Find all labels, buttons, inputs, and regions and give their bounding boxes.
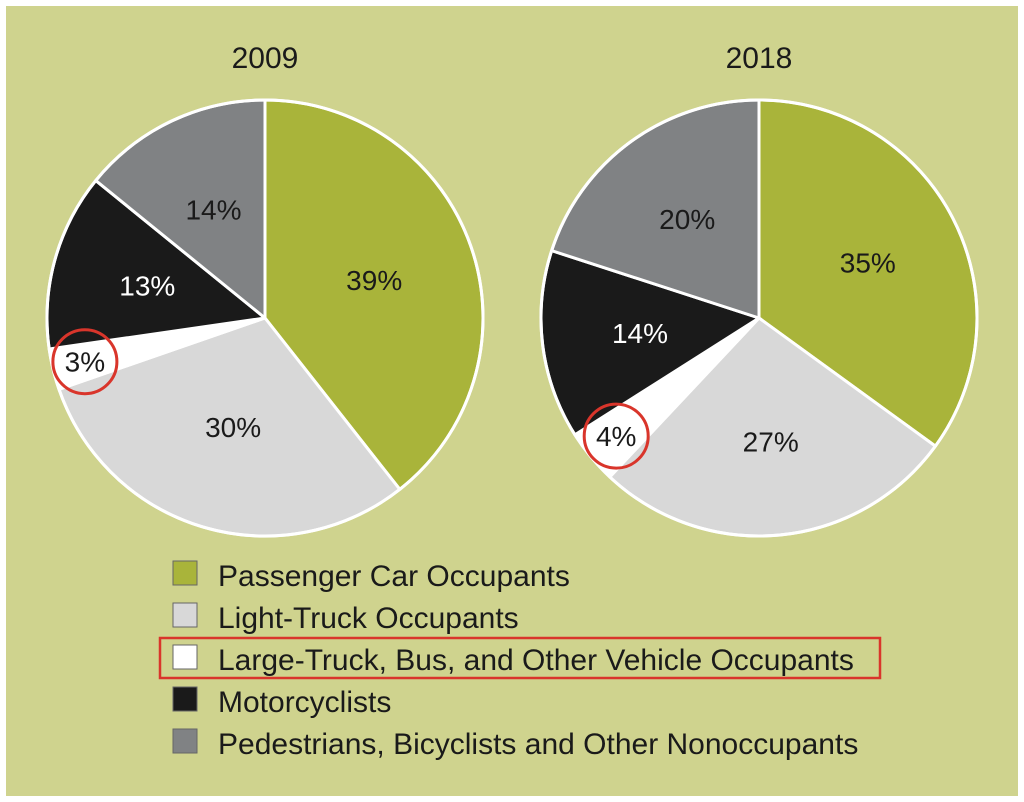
legend-label-motorcyclists: Motorcyclists <box>218 686 391 719</box>
pie-label-2018-passenger-car: 35% <box>840 248 896 279</box>
pie-label-2009-pedestrians-bicyclists: 14% <box>185 195 241 226</box>
pie-label-2018-pedestrians-bicyclists: 20% <box>659 204 715 235</box>
legend-item-motorcyclists: Motorcyclists <box>172 686 391 719</box>
pie-label-2018-large-truck-bus-other: 4% <box>596 421 636 452</box>
pie-title-2009: 2009 <box>232 42 299 75</box>
legend-label-light-truck: Light-Truck Occupants <box>218 602 519 635</box>
legend-item-passenger-car: Passenger Car Occupants <box>172 560 570 593</box>
pie-label-2018-motorcyclists: 14% <box>612 318 668 349</box>
pie-rim-2009 <box>45 98 485 538</box>
legend-swatch-passenger-car <box>172 560 198 586</box>
pie-title-2018: 2018 <box>726 42 793 75</box>
legend-highlight-box <box>158 636 882 680</box>
pie-rim-2018 <box>539 98 979 538</box>
legend-swatch-motorcyclists <box>172 686 198 712</box>
highlight-ring-2018 <box>582 402 650 470</box>
pie-label-2009-large-truck-bus-other: 3% <box>65 347 105 378</box>
highlight-ring-2009 <box>51 328 119 396</box>
pie-label-2018-light-truck: 27% <box>743 427 799 458</box>
legend-item-light-truck: Light-Truck Occupants <box>172 602 519 635</box>
legend-label-large-truck-bus-other: Large-Truck, Bus, and Other Vehicle Occu… <box>218 644 854 677</box>
pie-label-2009-light-truck: 30% <box>205 412 261 443</box>
pie-label-2009-passenger-car: 39% <box>346 265 402 296</box>
legend-item-pedestrians-bicyclists: Pedestrians, Bicyclists and Other Nonocc… <box>172 728 858 761</box>
pie-chart-2018: 35% 27% 4% 14% 20% <box>539 98 979 538</box>
legend-label-passenger-car: Passenger Car Occupants <box>218 560 570 593</box>
pie-chart-2009: 39% 30% 3% 13% 14% <box>45 98 485 538</box>
legend-swatch-large-truck-bus-other <box>172 644 198 670</box>
legend-swatch-pedestrians-bicyclists <box>172 728 198 754</box>
legend: Passenger Car Occupants Light-Truck Occu… <box>158 560 882 761</box>
legend-item-large-truck-bus-other: Large-Truck, Bus, and Other Vehicle Occu… <box>158 636 882 680</box>
pie-label-2009-motorcyclists: 13% <box>119 271 175 302</box>
legend-label-pedestrians-bicyclists: Pedestrians, Bicyclists and Other Nonocc… <box>218 728 858 761</box>
legend-swatch-light-truck <box>172 602 198 628</box>
